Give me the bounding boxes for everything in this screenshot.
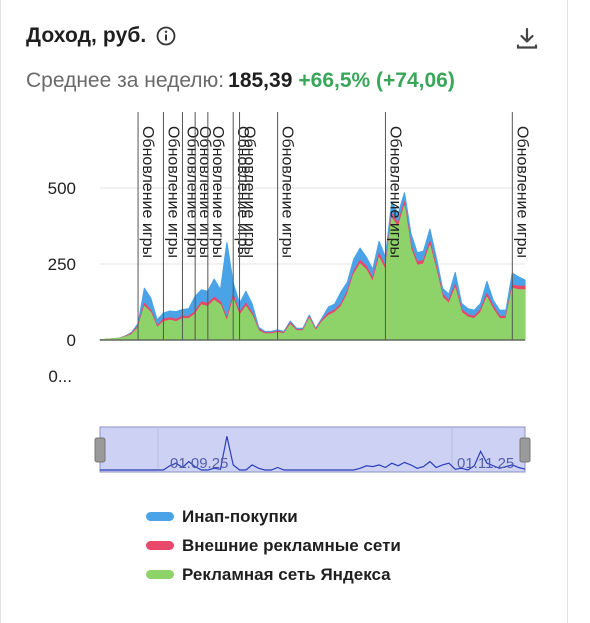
summary-value: 185,39 xyxy=(228,69,293,92)
navigator-date-label: 01.11.25 xyxy=(457,455,514,472)
annotation-label: Обновление игры xyxy=(183,126,200,258)
annotation-label: Обновление игры xyxy=(164,126,181,258)
navigator-left-handle[interactable] xyxy=(94,437,106,463)
download-icon[interactable] xyxy=(514,26,540,52)
legend-label-external: Внешние рекламные сети xyxy=(182,535,401,555)
card-left-border xyxy=(0,0,1,623)
navigator-right-handle[interactable] xyxy=(519,437,531,463)
card-right-border xyxy=(567,0,568,623)
info-circle-icon[interactable] xyxy=(156,26,176,46)
summary-change: +66,5% (+74,06) xyxy=(298,69,455,92)
navigator-range xyxy=(99,426,526,473)
legend-item-external[interactable]: Внешние рекламные сети xyxy=(146,531,401,560)
legend-swatch-external xyxy=(146,541,174,550)
navigator-series-line xyxy=(100,436,526,471)
navigator-date-label: 01.09.25 xyxy=(170,455,228,472)
widget-header: Доход, руб. xyxy=(26,24,176,48)
widget-title: Доход, руб. xyxy=(26,24,147,47)
annotation-label: Обновление игры xyxy=(139,126,156,258)
y-tick-label: 250 xyxy=(48,255,76,274)
annotation-label: Обновление игры xyxy=(241,126,258,258)
annotation-label: Обновление игры xyxy=(196,126,213,258)
summary-label: Среднее за неделю: xyxy=(26,69,225,92)
y-tick-label: 500 xyxy=(48,179,76,198)
chart-legend: Инап-покупки Внешние рекламные сети Рекл… xyxy=(146,502,401,589)
legend-label-inapp: Инап-покупки xyxy=(182,506,298,526)
legend-item-inapp[interactable]: Инап-покупки xyxy=(146,502,401,531)
y-tick-label: 0... xyxy=(48,367,72,386)
annotation-label: Обновление игры xyxy=(386,126,403,258)
annotation-label: Обновление игры xyxy=(209,126,226,258)
weekly-average-summary: Среднее за неделю: 185,39 +66,5% (+74,06) xyxy=(26,69,455,93)
legend-item-yandex[interactable]: Рекламная сеть Яндекса xyxy=(146,560,401,589)
annotation-label: Обновление игры xyxy=(279,126,296,258)
legend-swatch-inapp xyxy=(146,512,174,521)
annotation-label: Обновление игры xyxy=(513,126,530,258)
legend-swatch-yandex xyxy=(146,570,174,579)
legend-label-yandex: Рекламная сеть Яндекса xyxy=(182,564,391,584)
y-tick-label: 0 xyxy=(67,331,76,350)
annotation-label: Обновление игры xyxy=(234,126,251,258)
